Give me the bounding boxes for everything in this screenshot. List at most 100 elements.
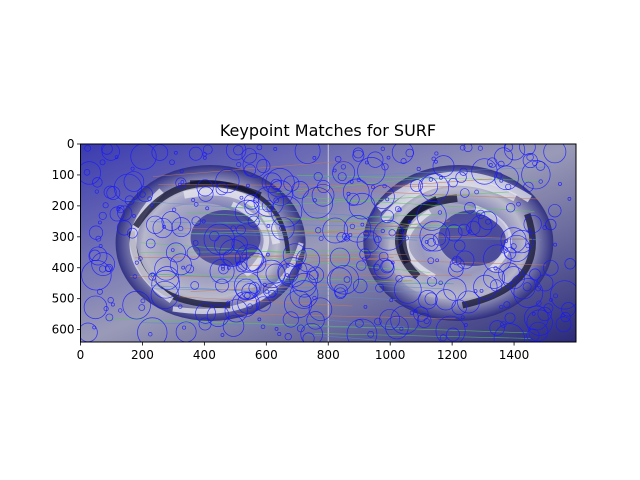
keypoint — [478, 210, 498, 231]
keypoint — [400, 158, 407, 165]
keypoint — [505, 203, 516, 213]
keypoint — [418, 290, 438, 310]
keypoint — [235, 278, 257, 301]
keypoint — [459, 144, 466, 151]
keypoint — [395, 275, 403, 283]
keypoint — [443, 277, 467, 302]
keypoint — [543, 303, 554, 314]
keypoint — [137, 317, 168, 342]
keypoint — [289, 280, 319, 309]
keypoint — [214, 234, 235, 256]
keypoint — [274, 327, 279, 331]
keypoint — [542, 225, 548, 230]
keypoint — [503, 234, 530, 262]
match-line — [246, 256, 394, 267]
keypoint — [123, 171, 145, 192]
keypoint — [457, 223, 471, 237]
keypoint — [493, 323, 525, 342]
keypoint — [101, 144, 113, 155]
keypoint — [504, 144, 526, 161]
keypoint — [479, 288, 484, 293]
keypoint — [346, 191, 351, 196]
keypoint — [549, 298, 553, 302]
keypoint — [344, 235, 351, 242]
keypoint — [445, 224, 463, 242]
keypoint — [346, 318, 378, 342]
keypoint — [99, 265, 107, 273]
keypoint — [435, 258, 439, 263]
keypoint — [561, 302, 576, 317]
keypoint — [140, 298, 146, 304]
keypoint — [499, 304, 504, 310]
keypoint — [139, 191, 146, 198]
keypoint — [536, 274, 554, 292]
keypoint — [389, 298, 394, 303]
keypoint — [94, 189, 99, 194]
keypoint — [106, 186, 121, 200]
keypoint — [291, 181, 309, 199]
keypoint — [132, 214, 136, 218]
keypoint — [335, 155, 342, 163]
keypoint — [405, 148, 415, 158]
keypoint — [390, 305, 420, 335]
keypoint — [192, 240, 199, 246]
keypoint — [380, 146, 385, 151]
x-tick-label-1: 200 — [131, 348, 154, 362]
keypoint — [537, 306, 552, 322]
keypoint — [154, 256, 179, 281]
keypoint — [116, 204, 125, 214]
keypoint — [260, 324, 266, 329]
keypoint — [470, 214, 493, 238]
panel-stroke — [473, 205, 512, 272]
keypoint — [285, 273, 289, 277]
keypoint — [394, 205, 401, 212]
keypoint — [487, 157, 498, 168]
keypoint — [564, 258, 576, 270]
keypoint — [435, 289, 457, 311]
keypoint — [247, 303, 253, 309]
keypoint — [513, 278, 544, 308]
keypoint — [178, 226, 184, 232]
keypoint — [343, 276, 351, 283]
keypoint — [439, 175, 443, 180]
keypoint — [356, 177, 361, 182]
keypoint — [195, 302, 216, 324]
keypoint — [332, 168, 337, 173]
panel-stroke — [189, 180, 291, 254]
keypoint — [322, 217, 349, 244]
keypoint — [352, 149, 365, 162]
keypoint — [246, 252, 267, 273]
keypoint — [266, 252, 270, 257]
keypoint — [333, 283, 348, 298]
keypoint — [460, 188, 470, 198]
y-tick-label-6: 600 — [52, 323, 75, 337]
keypoint — [535, 285, 541, 292]
keypoint — [340, 164, 346, 170]
keypoint — [375, 283, 385, 293]
keypoint — [329, 247, 351, 269]
keypoint — [126, 227, 138, 239]
keypoint — [285, 263, 290, 268]
keypoint — [550, 280, 576, 310]
keypoint — [234, 199, 260, 225]
keypoint — [526, 153, 534, 161]
keypoint — [270, 178, 282, 190]
keypoint — [463, 144, 473, 153]
keypoint — [98, 244, 103, 248]
keypoint — [150, 272, 155, 277]
keypoint — [279, 225, 286, 232]
x-tick-label-6: 1200 — [437, 348, 468, 362]
match-line — [177, 296, 353, 307]
keypoint — [80, 161, 102, 185]
keypoint — [516, 201, 521, 207]
keypoint — [454, 240, 466, 252]
keypoint — [262, 283, 278, 299]
keypoint — [528, 321, 549, 342]
keypoint — [196, 179, 214, 197]
keypoint — [242, 152, 268, 178]
keypoint — [371, 185, 375, 190]
keypoint — [473, 274, 498, 300]
keypoint — [95, 235, 102, 242]
keypoint — [356, 230, 380, 254]
